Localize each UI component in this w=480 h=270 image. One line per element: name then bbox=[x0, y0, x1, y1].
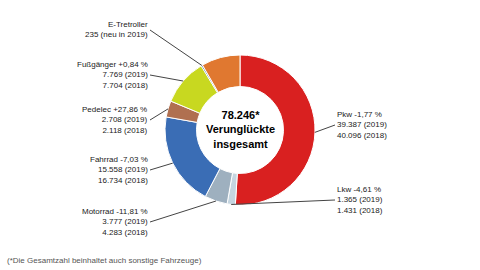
svg-text:78.246*Verunglückteinsgesamt: 78.246*Verunglückteinsgesamt bbox=[206, 109, 275, 150]
svg-text:Pedelec +27,86 %2.708 (2019)2.: Pedelec +27,86 %2.708 (2019)2.118 (2018) bbox=[82, 105, 148, 135]
svg-text:Lkw -4,61 %1.365 (2019)1.431 (: Lkw -4,61 %1.365 (2019)1.431 (2018) bbox=[337, 185, 383, 215]
svg-text:E-Tretroller235 (neu in 2019): E-Tretroller235 (neu in 2019) bbox=[85, 20, 148, 39]
svg-text:Motorrad -11,81 %3.777 (2019)4: Motorrad -11,81 %3.777 (2019)4.283 (2018… bbox=[82, 207, 148, 237]
svg-text:Fahrrad -7,03 %15.558 (2019)16: Fahrrad -7,03 %15.558 (2019)16.734 (2018… bbox=[90, 155, 148, 185]
svg-text:(*Die Gesamtzahl beinhaltet au: (*Die Gesamtzahl beinhaltet auch sonstig… bbox=[7, 256, 202, 265]
svg-text:Pkw -1,77 %39.387 (2019)40.096: Pkw -1,77 %39.387 (2019)40.096 (2018) bbox=[337, 110, 387, 140]
svg-text:Fußgänger +0,84 %7.769 (2019)7: Fußgänger +0,84 %7.769 (2019)7.704 (2018… bbox=[77, 60, 148, 90]
